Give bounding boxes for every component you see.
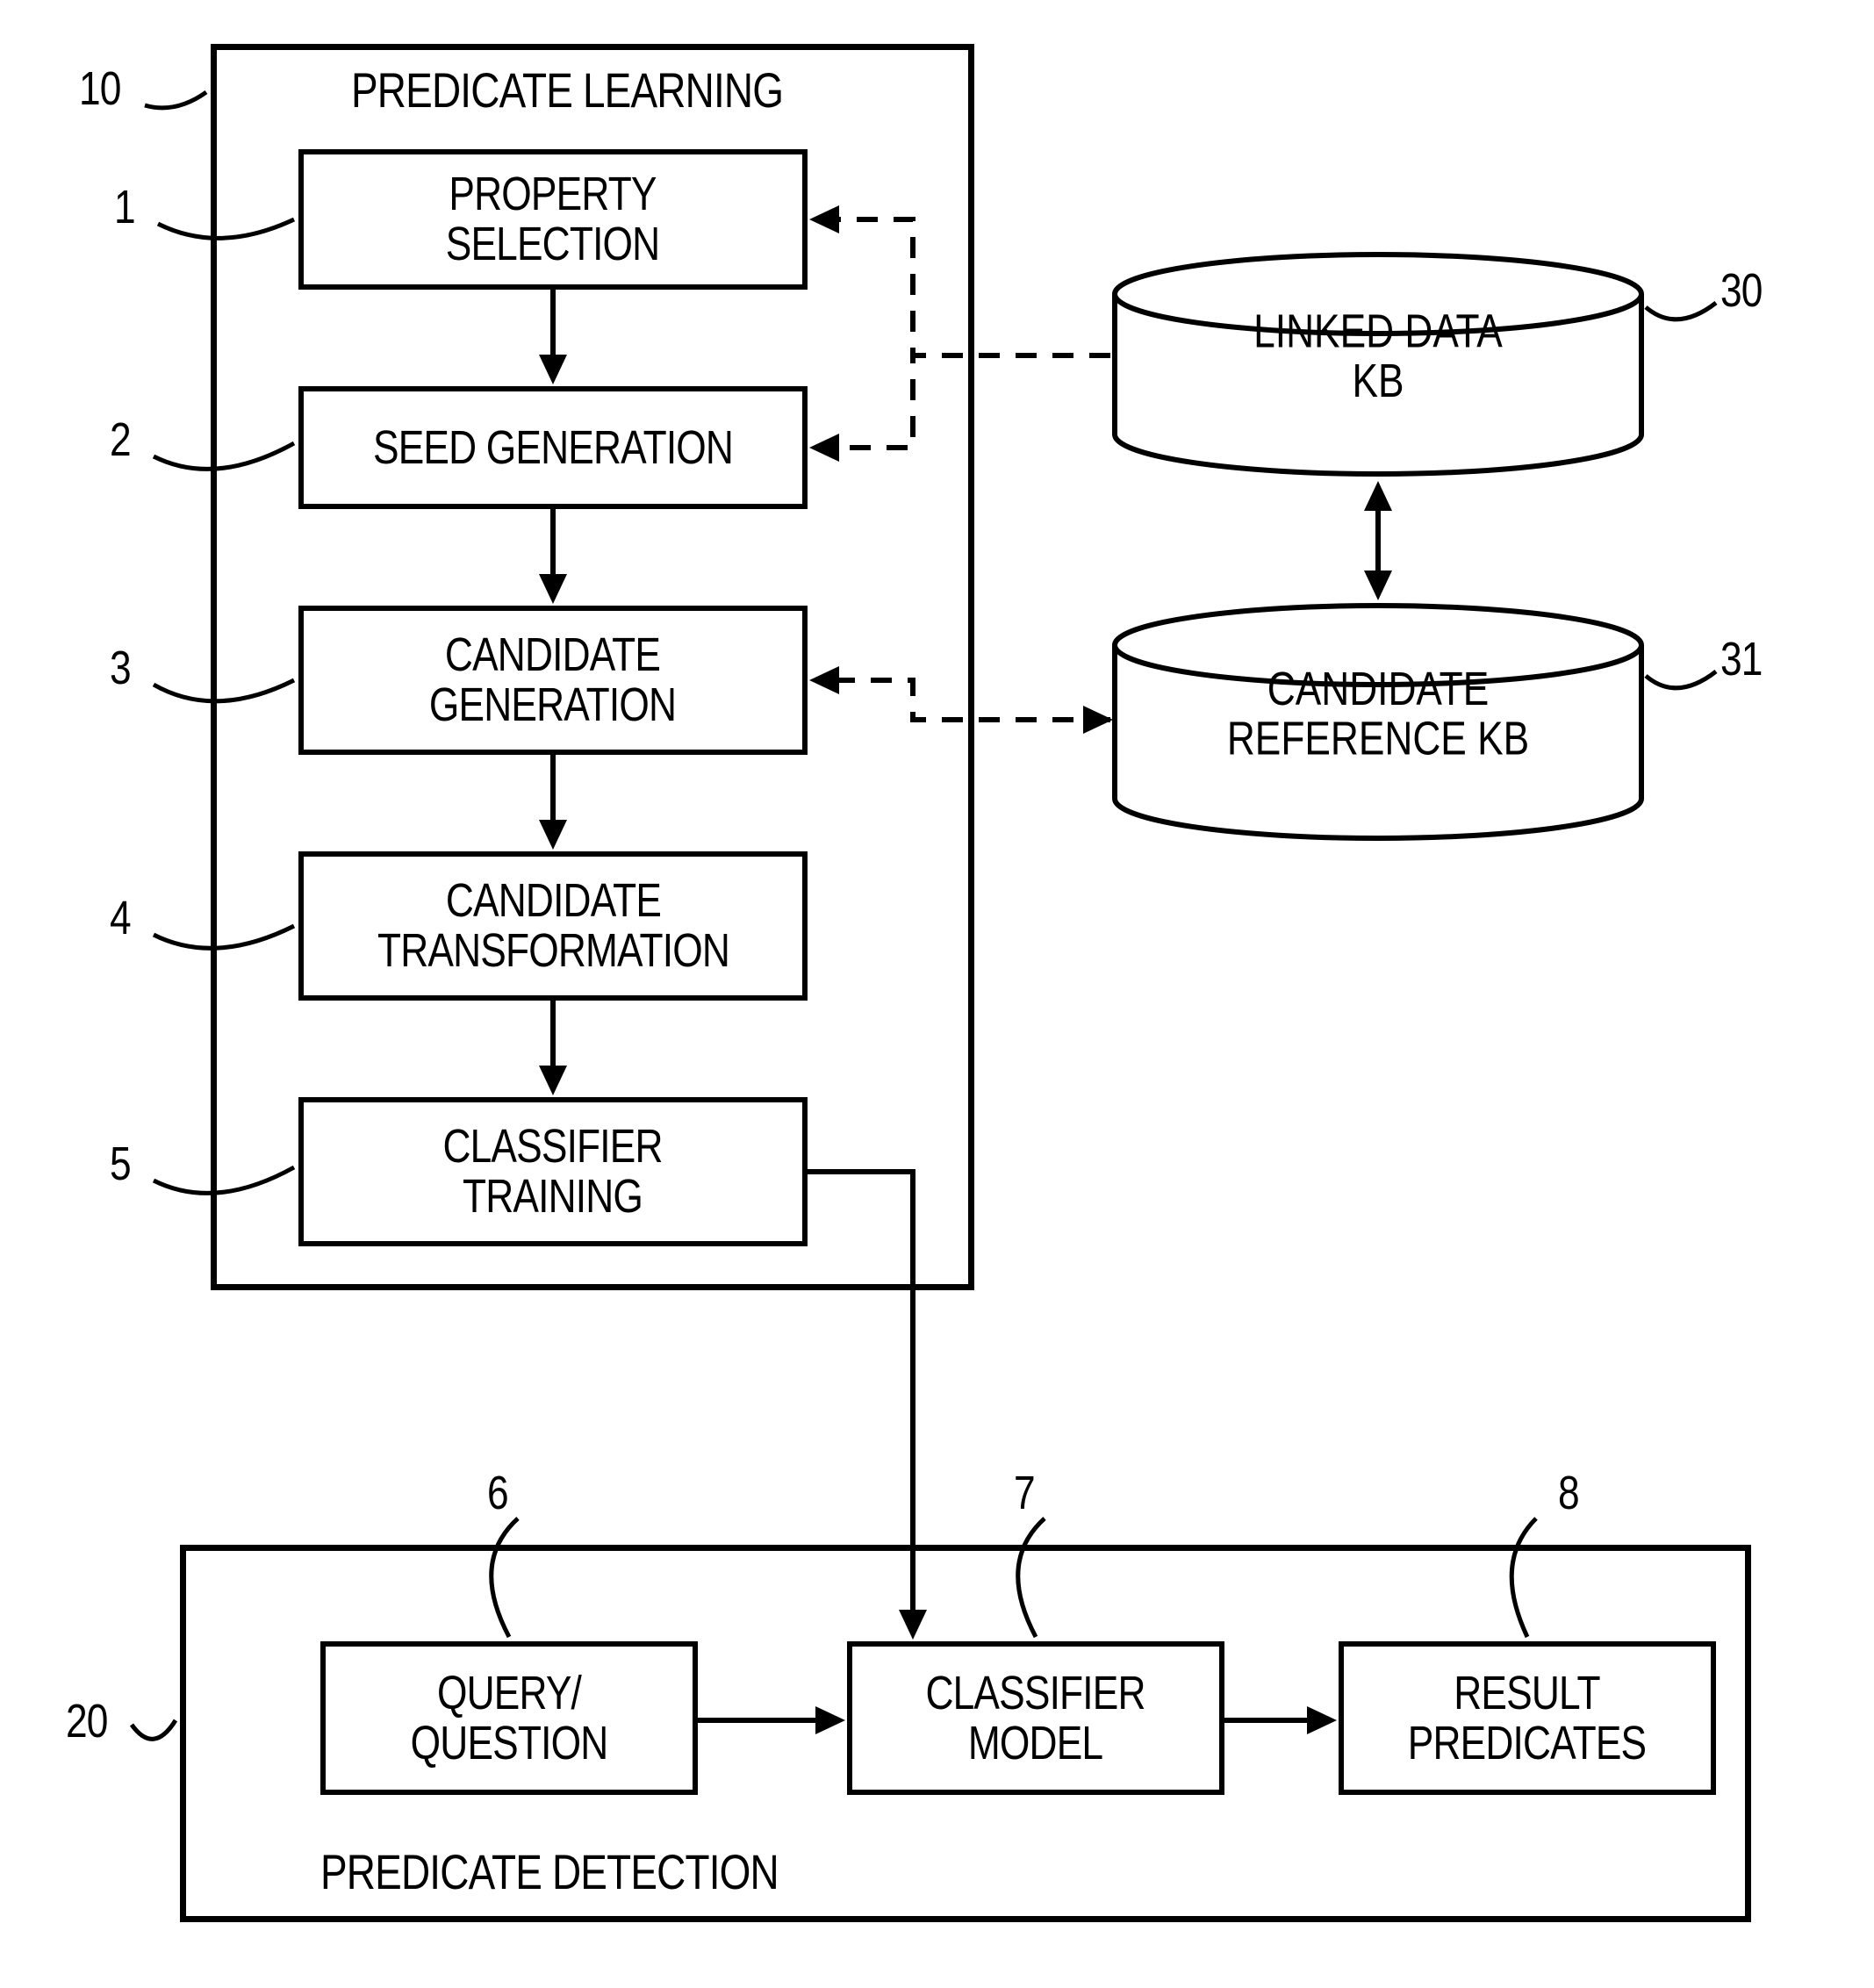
- ref-4: 4: [110, 891, 131, 945]
- ref-6: 6: [487, 1466, 508, 1520]
- classifier-training-box: CLASSIFIER TRAINING: [298, 1097, 808, 1246]
- ref-30: 30: [1720, 263, 1763, 318]
- candidate-generation-label: CANDIDATE GENERATION: [429, 630, 676, 729]
- result-predicates-label: RESULT PREDICATES: [1408, 1669, 1646, 1768]
- ref-31: 31: [1720, 632, 1763, 686]
- seed-generation-label: SEED GENERATION: [373, 423, 733, 473]
- candidate-generation-box: CANDIDATE GENERATION: [298, 606, 808, 755]
- property-selection-box: PROPERTY SELECTION: [298, 149, 808, 290]
- candidate-transformation-box: CANDIDATE TRANSFORMATION: [298, 851, 808, 1001]
- query-question-box: QUERY/ QUESTION: [320, 1641, 698, 1795]
- candidate-transformation-label: CANDIDATE TRANSFORMATION: [377, 876, 729, 975]
- ref-20: 20: [66, 1694, 108, 1748]
- ref-5: 5: [110, 1137, 131, 1191]
- svg-text:CANDIDATEREFERENCE KB: CANDIDATEREFERENCE KB: [1227, 663, 1529, 765]
- classifier-model-label: CLASSIFIER MODEL: [926, 1669, 1145, 1768]
- predicate-detection-title: PREDICATE DETECTION: [320, 1843, 779, 1900]
- seed-generation-box: SEED GENERATION: [298, 386, 808, 509]
- ref-3: 3: [110, 641, 131, 695]
- property-selection-label: PROPERTY SELECTION: [446, 169, 660, 269]
- predicate-learning-title: PREDICATE LEARNING: [351, 61, 783, 118]
- ref-8: 8: [1558, 1466, 1579, 1520]
- ref-10: 10: [79, 61, 121, 116]
- classifier-training-label: CLASSIFIER TRAINING: [443, 1122, 663, 1221]
- ref-7: 7: [1014, 1466, 1035, 1520]
- ref-1: 1: [114, 180, 135, 234]
- svg-text:LINKED DATAKB: LINKED DATAKB: [1253, 305, 1503, 407]
- ref-2: 2: [110, 413, 131, 467]
- classifier-model-box: CLASSIFIER MODEL: [847, 1641, 1224, 1795]
- query-question-label: QUERY/ QUESTION: [411, 1669, 608, 1768]
- result-predicates-box: RESULT PREDICATES: [1339, 1641, 1716, 1795]
